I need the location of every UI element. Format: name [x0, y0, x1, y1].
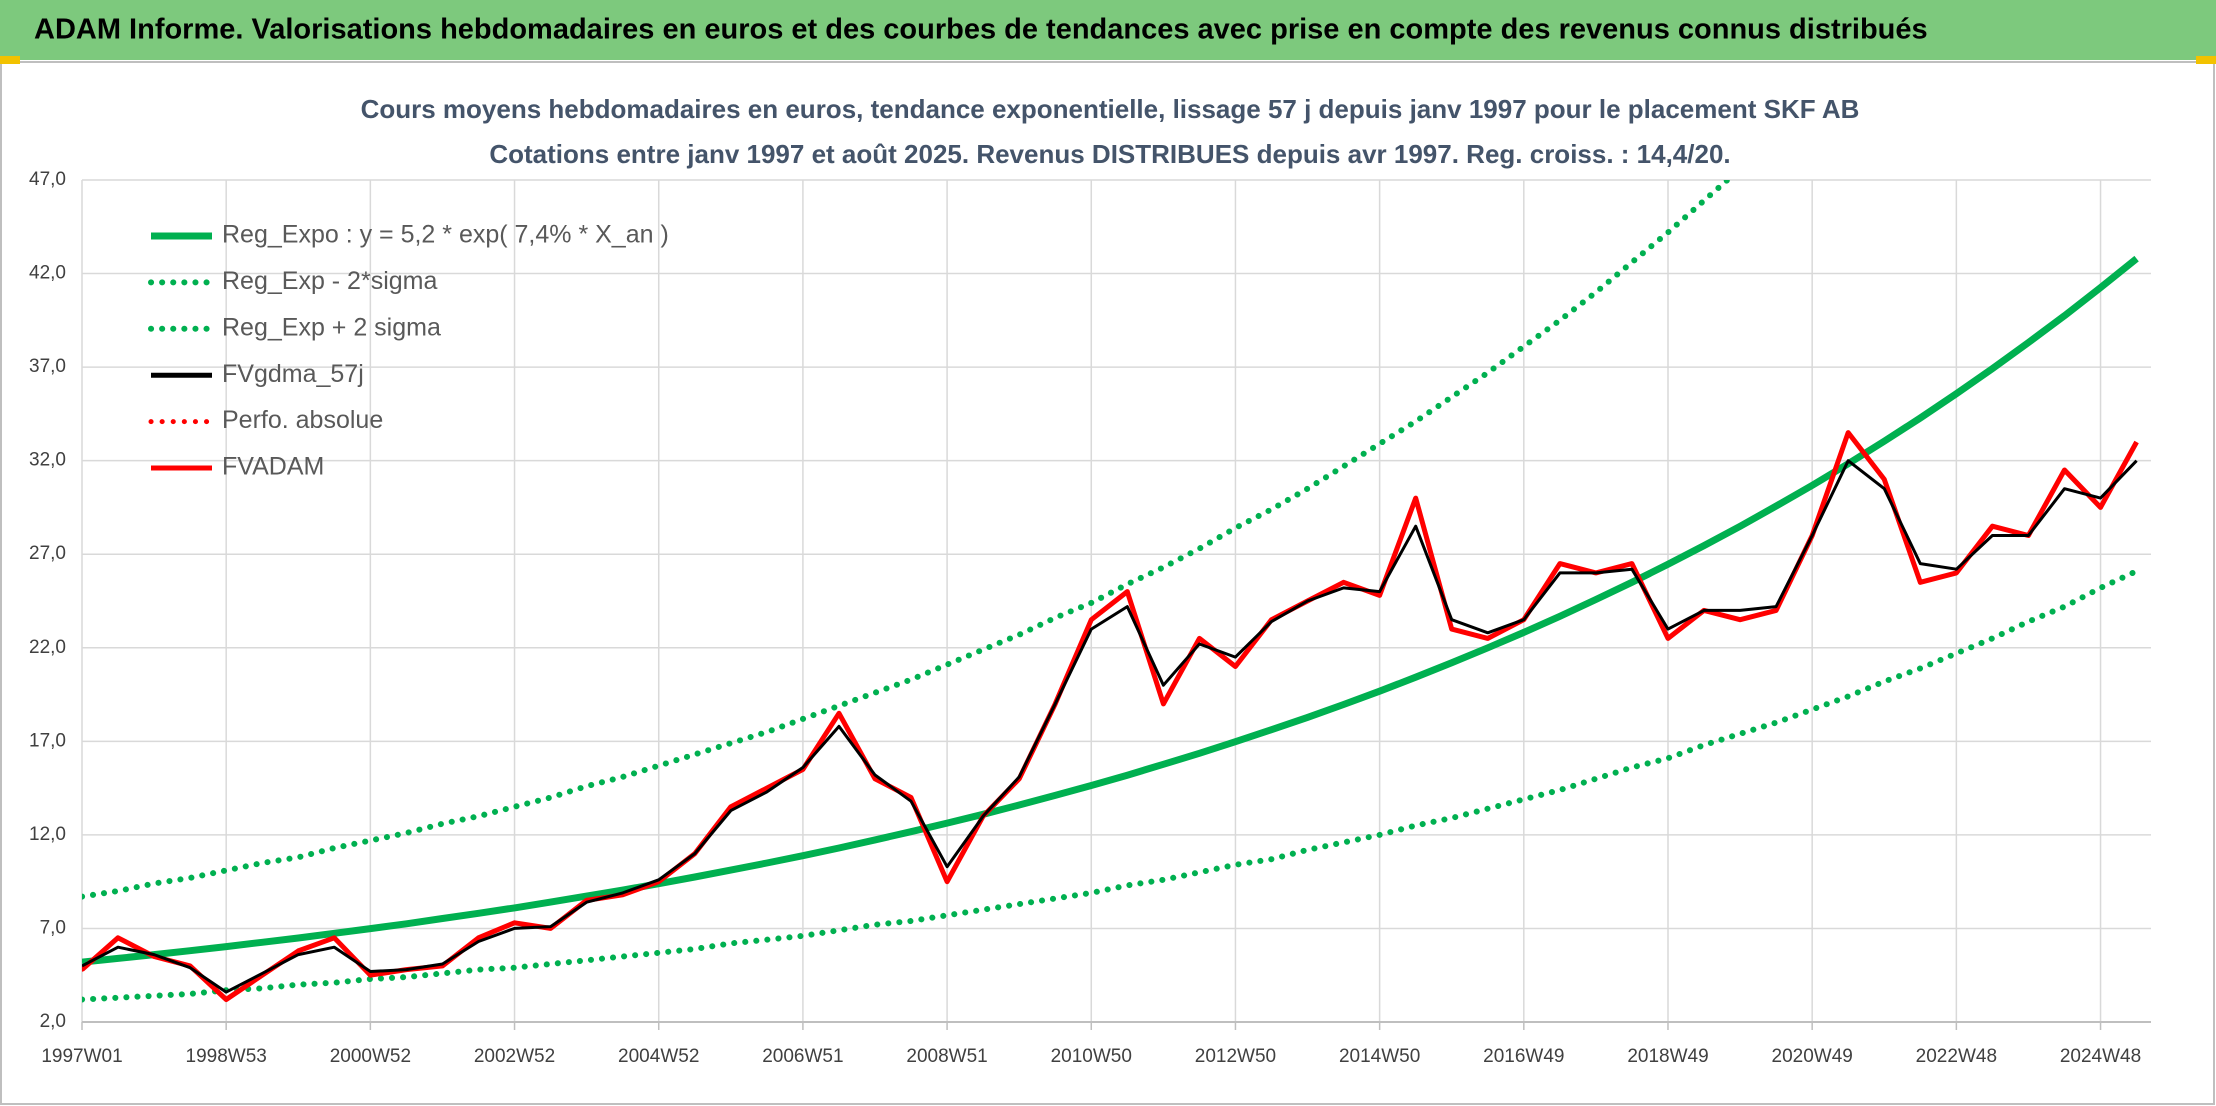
- y-tick-label: 7,0: [40, 917, 66, 938]
- series-line: [82, 459, 2138, 994]
- x-tick-label: 2006W51: [762, 1046, 843, 1067]
- y-tick-label: 2,0: [40, 1011, 66, 1032]
- grid: [81, 179, 2151, 1023]
- x-tick-label: 2010W50: [1051, 1046, 1132, 1067]
- x-tick-label: 2004W52: [618, 1046, 699, 1067]
- y-tick-label: 17,0: [29, 730, 66, 751]
- x-tick-label: 1998W53: [186, 1046, 267, 1067]
- corner-mark: [0, 56, 20, 64]
- y-tick-label: 47,0: [29, 169, 66, 190]
- legend-label: FVADAM: [222, 453, 324, 481]
- y-tick-label: 27,0: [29, 543, 66, 564]
- x-tick-label: 2012W50: [1195, 1046, 1276, 1067]
- y-tick-label: 22,0: [29, 637, 66, 658]
- header-title: ADAM Informe. Valorisations hebdomadaire…: [34, 14, 1928, 46]
- axes: 2,0 7,0 12,0 17,0 22,0 27,0 32,0 37,0 42,0 47,0 19…: [29, 169, 2151, 1067]
- legend-label: Perfo. absolue: [222, 406, 383, 434]
- series-line: [82, 180, 1732, 900]
- x-tick-label: 2008W51: [906, 1046, 987, 1067]
- legend-label: FVgdma_57j: [222, 360, 364, 388]
- chart-title: Cours moyens hebdomadaires en euros, ten…: [361, 94, 1860, 124]
- x-tick-label: 2020W49: [1772, 1046, 1853, 1067]
- y-tick-label: 12,0: [29, 824, 66, 845]
- x-tick-label: 2018W49: [1627, 1046, 1708, 1067]
- x-tick-label: 2014W50: [1339, 1046, 1420, 1067]
- y-tick-label: 32,0: [29, 450, 66, 471]
- x-tick-label: 2016W49: [1483, 1046, 1564, 1067]
- plot-area: [82, 180, 2140, 1003]
- legend: Reg_Expo : y = 5,2 * exp( 7,4% * X_an ) R…: [148, 221, 669, 481]
- legend-label: Reg_Exp + 2 sigma: [222, 313, 441, 341]
- corner-mark: [2196, 56, 2216, 64]
- chart-subtitle: Cotations entre janv 1997 et août 2025. …: [489, 139, 1730, 169]
- chart-border: [0, 61, 2215, 1105]
- x-tick-label: 2022W48: [1916, 1046, 1997, 1067]
- y-tick-label: 37,0: [29, 356, 66, 377]
- series-line: [82, 255, 2139, 966]
- x-tick-label: 2024W48: [2060, 1046, 2141, 1067]
- series-line: [82, 568, 2140, 1003]
- x-tick-label: 2002W52: [474, 1046, 555, 1067]
- y-tick-label: 42,0: [29, 263, 66, 284]
- header-bar: [0, 0, 2216, 60]
- x-tick-label: 1997W01: [41, 1046, 122, 1067]
- x-tick-label: 2000W52: [330, 1046, 411, 1067]
- legend-label: Reg_Expo : y = 5,2 * exp( 7,4% * X_an ): [222, 221, 669, 249]
- legend-label: Reg_Exp - 2*sigma: [222, 267, 437, 295]
